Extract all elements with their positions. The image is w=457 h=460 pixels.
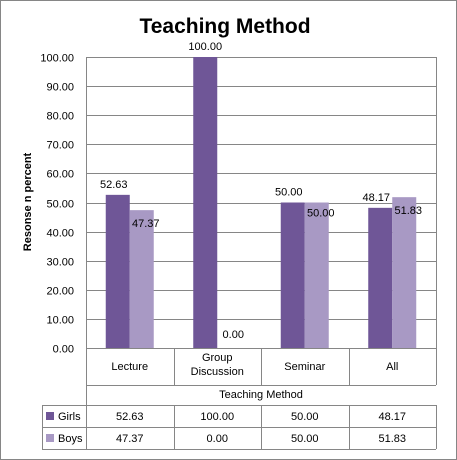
bar-boys [304,202,329,348]
bar-boys [392,197,417,348]
table-cell-girls: 50.00 [291,411,319,423]
table-cell-girls: 100.00 [200,411,234,423]
legend-swatch-girls [46,412,54,420]
y-tick-label: 20.00 [46,286,74,298]
data-label-girls: 50.00 [275,187,303,199]
legend-label-girls: Girls [58,411,81,423]
y-tick-label: 30.00 [46,257,74,269]
data-label-boys: 51.83 [394,205,422,217]
bar-girls [105,194,130,348]
chart-title: Teaching Method [139,15,310,38]
y-axis-label: Resonse n percent [22,152,34,251]
plot-area: 0.00 10.00 20.00 30.00 40.00 50.00 60.00 70.00 8… [40,41,437,450]
data-label-girls: 100.00 [188,41,222,53]
data-label-boys: 50.00 [307,208,335,220]
x-tick-label: All [386,361,398,373]
x-tick-label: Group [202,352,233,364]
x-tick-label: Discussion [191,366,244,378]
data-label-girls: 48.17 [362,192,390,204]
data-label-girls: 52.63 [100,179,128,191]
y-tick-label: 70.00 [46,140,74,152]
table-cell-boys: 47.37 [116,433,144,445]
bar-girls [193,57,218,348]
bar-girls [280,202,305,348]
y-tick-label: 60.00 [46,169,74,181]
x-axis-label: Teaching Method [219,389,303,401]
x-tick-label: Seminar [284,361,325,373]
table-cell-boys: 51.83 [378,433,406,445]
y-tick-label: 10.00 [46,315,74,327]
y-tick-label: 100.00 [40,53,74,65]
bar-boys [129,210,154,348]
y-tick-label: 50.00 [46,199,74,211]
table-cell-boys: 50.00 [291,433,319,445]
bar-girls [368,207,393,348]
data-label-boys: 0.00 [223,329,244,341]
legend-label-boys: Boys [58,433,83,445]
table-cell-boys: 0.00 [207,433,228,445]
x-tick-label: Lecture [111,361,148,373]
table-cell-girls: 48.17 [378,411,406,423]
y-tick-label: 0.00 [53,344,74,356]
legend-swatch-boys [46,434,54,442]
y-tick-label: 90.00 [46,82,74,94]
table-cell-girls: 52.63 [116,411,144,423]
y-tick-label: 80.00 [46,111,74,123]
y-tick-label: 40.00 [46,228,74,240]
data-label-boys: 47.37 [132,218,160,230]
